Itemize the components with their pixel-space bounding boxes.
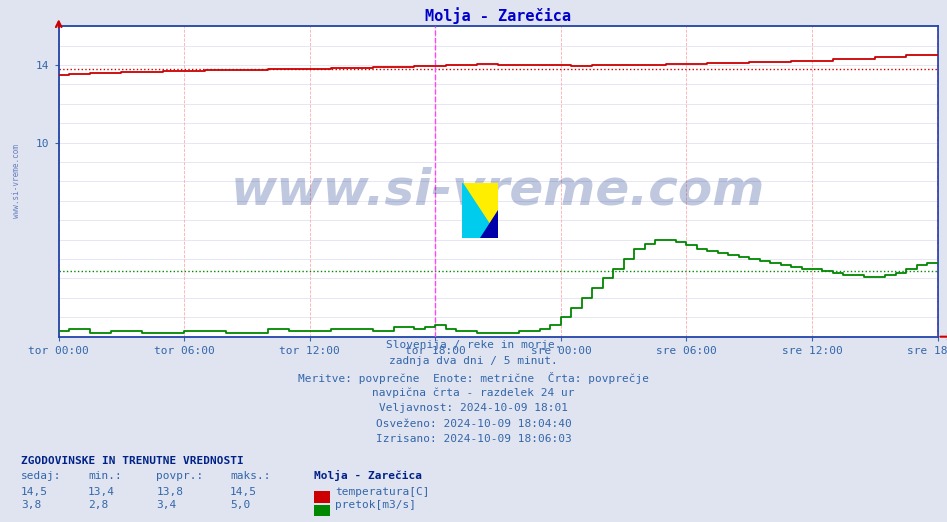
Text: Osveženo: 2024-10-09 18:04:40: Osveženo: 2024-10-09 18:04:40: [376, 419, 571, 429]
Text: navpična črta - razdelek 24 ur: navpična črta - razdelek 24 ur: [372, 387, 575, 398]
Text: 14,5: 14,5: [21, 487, 48, 497]
Text: maks.:: maks.:: [230, 471, 271, 481]
Text: sedaj:: sedaj:: [21, 471, 62, 481]
Text: 2,8: 2,8: [88, 501, 108, 511]
Text: min.:: min.:: [88, 471, 122, 481]
Text: ZGODOVINSKE IN TRENUTNE VREDNOSTI: ZGODOVINSKE IN TRENUTNE VREDNOSTI: [21, 456, 243, 466]
Text: 3,8: 3,8: [21, 501, 41, 511]
Text: zadnja dva dni / 5 minut.: zadnja dva dni / 5 minut.: [389, 356, 558, 366]
Text: povpr.:: povpr.:: [156, 471, 204, 481]
Text: 13,4: 13,4: [88, 487, 116, 497]
Polygon shape: [480, 210, 498, 238]
Text: 3,4: 3,4: [156, 501, 176, 511]
Text: 5,0: 5,0: [230, 501, 250, 511]
Text: Molja - Zarečica: Molja - Zarečica: [314, 470, 422, 481]
Text: www.si-vreme.com: www.si-vreme.com: [12, 145, 21, 218]
Text: pretok[m3/s]: pretok[m3/s]: [335, 501, 417, 511]
Text: Veljavnost: 2024-10-09 18:01: Veljavnost: 2024-10-09 18:01: [379, 403, 568, 413]
Text: 13,8: 13,8: [156, 487, 184, 497]
Text: temperatura[C]: temperatura[C]: [335, 487, 430, 497]
Text: www.si-vreme.com: www.si-vreme.com: [231, 167, 765, 215]
Polygon shape: [462, 183, 498, 238]
Text: Izrisano: 2024-10-09 18:06:03: Izrisano: 2024-10-09 18:06:03: [376, 434, 571, 444]
Text: Meritve: povprečne  Enote: metrične  Črta: povprečje: Meritve: povprečne Enote: metrične Črta:…: [298, 372, 649, 384]
Text: Slovenija / reke in morje.: Slovenija / reke in morje.: [385, 340, 562, 350]
Title: Molja - Zarečica: Molja - Zarečica: [425, 7, 571, 23]
Text: 14,5: 14,5: [230, 487, 258, 497]
